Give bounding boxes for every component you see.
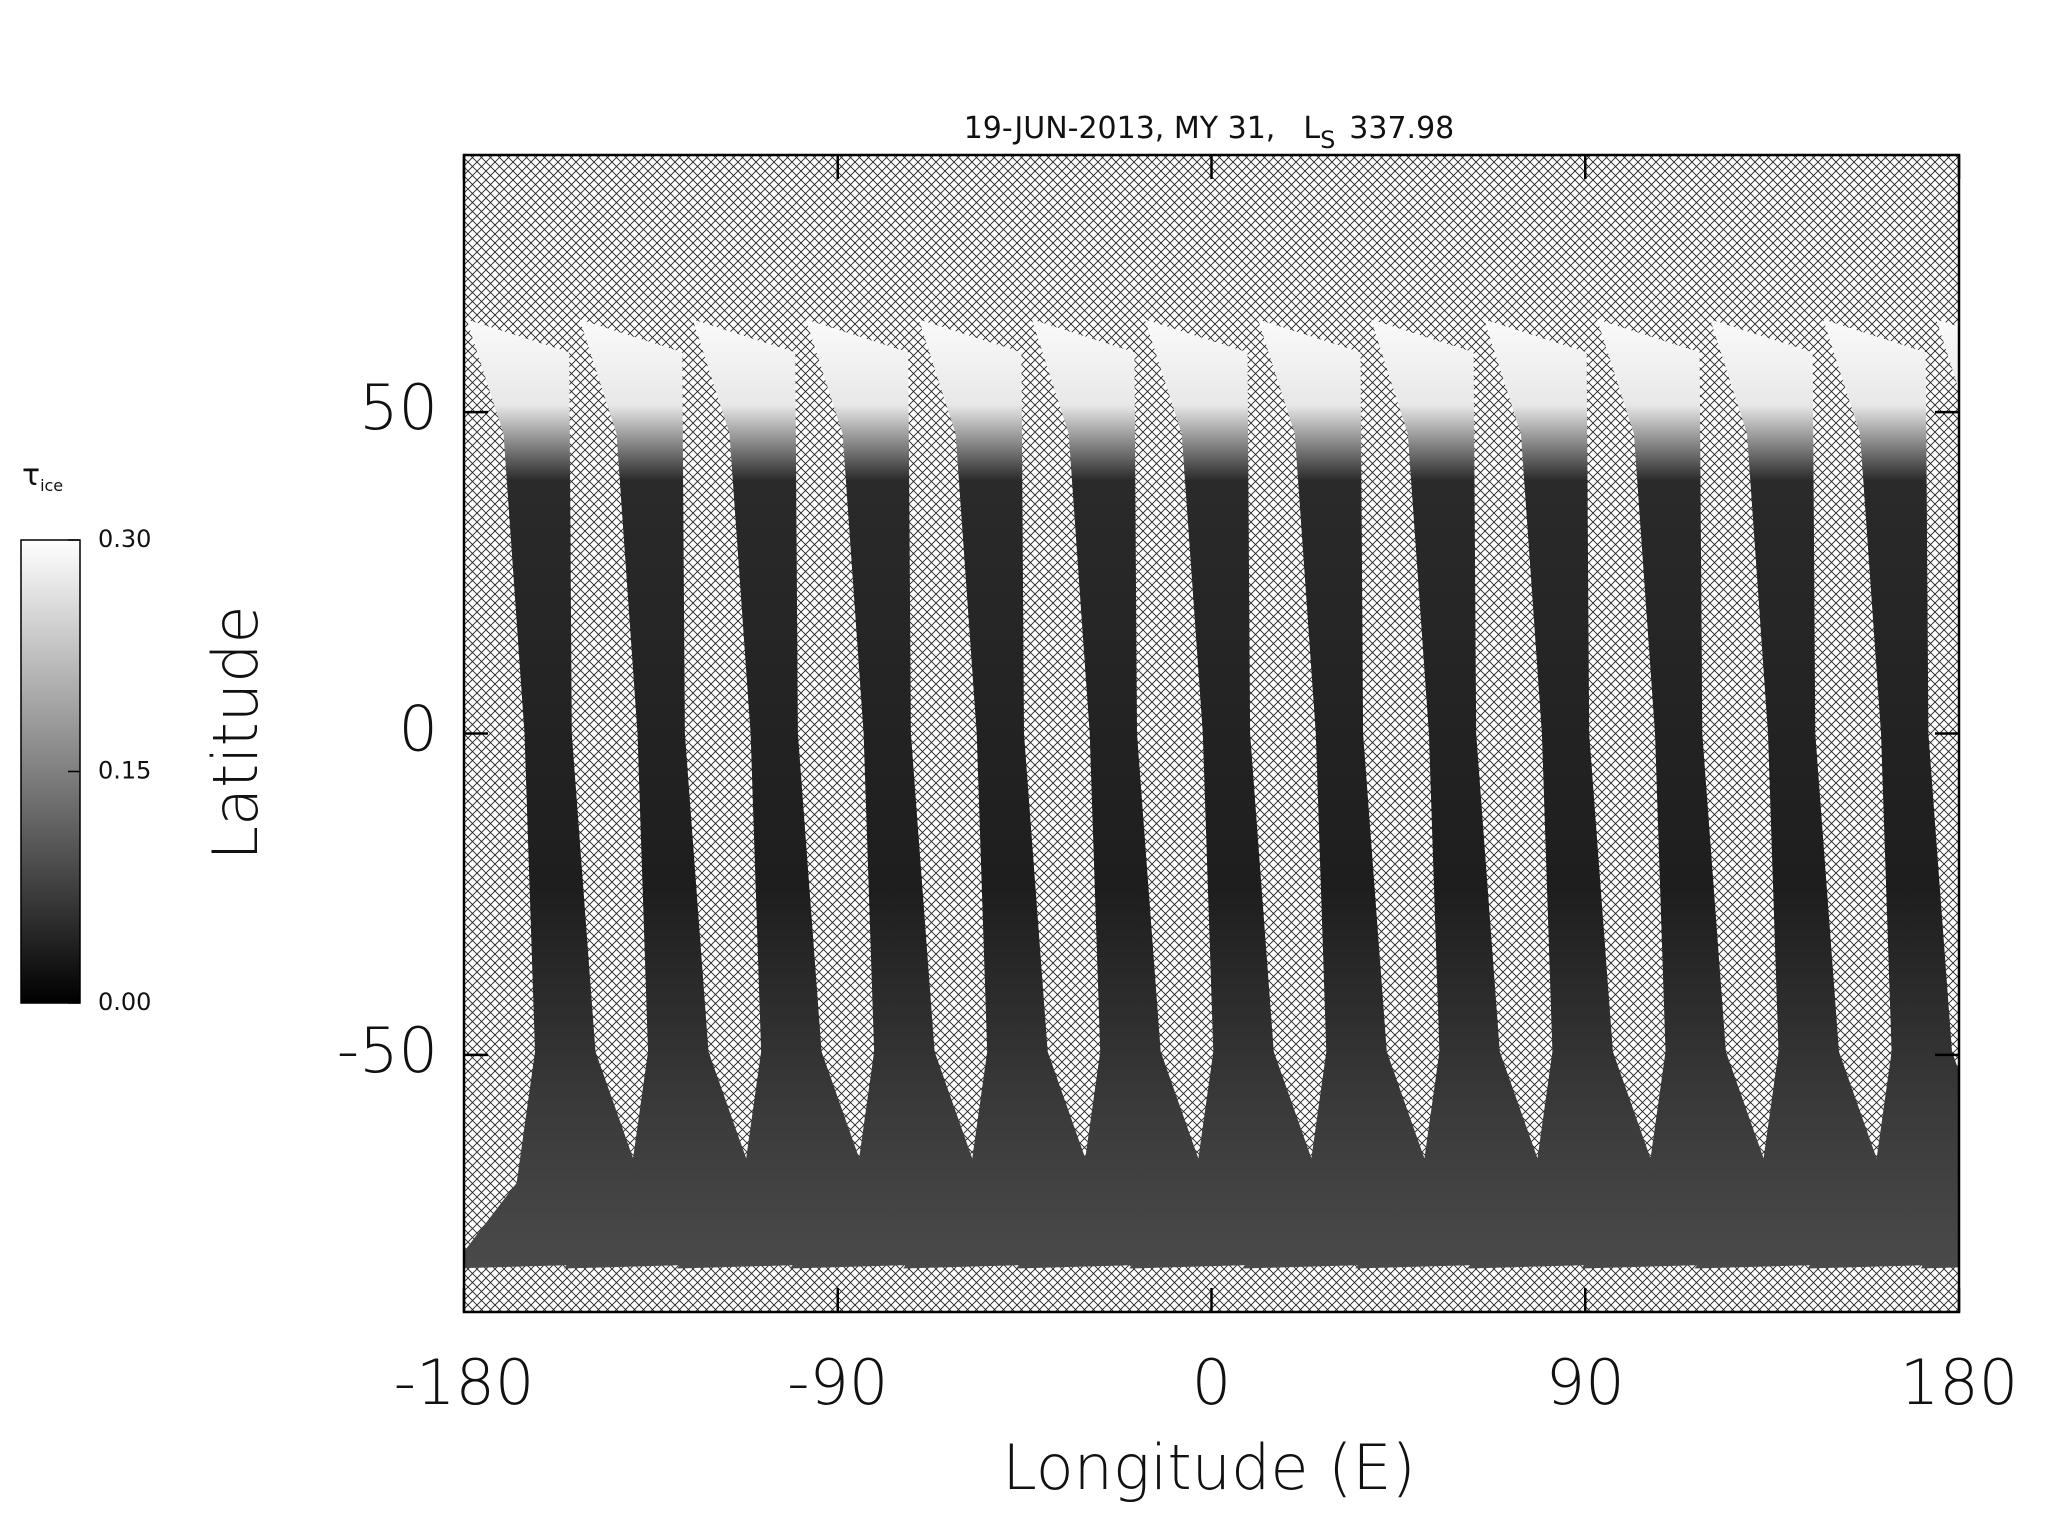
ls-value: 337.98 (1349, 111, 1454, 146)
swath (1468, 319, 1662, 1269)
x-tick-label: 0 (1192, 1346, 1231, 1419)
swath (1581, 319, 1775, 1269)
x-tick-label: 180 (1900, 1346, 2018, 1419)
swath (1129, 319, 1323, 1269)
swath (1016, 319, 1210, 1269)
swath (903, 319, 1097, 1269)
y-tick-label: 50 (359, 371, 438, 444)
title-text: 19-JUN-2013, MY 31, (964, 111, 1276, 146)
y-tick-label: 0 (399, 693, 438, 766)
y-tick-label: -50 (337, 1014, 438, 1087)
colorbar-tick-label: 0.00 (98, 988, 151, 1016)
ls-subscript: S (1320, 126, 1335, 154)
x-tick-label: 90 (1546, 1346, 1625, 1419)
x-axis-label: Longitude (E) (1002, 1431, 1415, 1504)
colorbar-subscript: ice (40, 476, 63, 495)
swath (563, 319, 758, 1269)
y-axis-label: Latitude (199, 605, 272, 860)
swaths (464, 319, 1959, 1269)
swath (677, 319, 871, 1269)
swath (1694, 319, 1888, 1269)
ls-symbol: L (1303, 111, 1320, 146)
x-tick-label: -90 (787, 1346, 888, 1419)
colorbar-symbol: τ (22, 458, 40, 493)
swath (464, 319, 645, 1269)
swath (1807, 319, 1959, 1269)
swath (790, 319, 984, 1269)
colorbar-tick-label: 0.15 (98, 757, 151, 785)
swath (1242, 319, 1436, 1269)
x-tick-label: -180 (394, 1346, 535, 1419)
colorbar-label: τice (22, 458, 63, 495)
swath (1355, 319, 1549, 1269)
colorbar-tick-label: 0.30 (98, 525, 151, 553)
chart-title: 19-JUN-2013, MY 31, LS 337.98 (964, 111, 1455, 155)
